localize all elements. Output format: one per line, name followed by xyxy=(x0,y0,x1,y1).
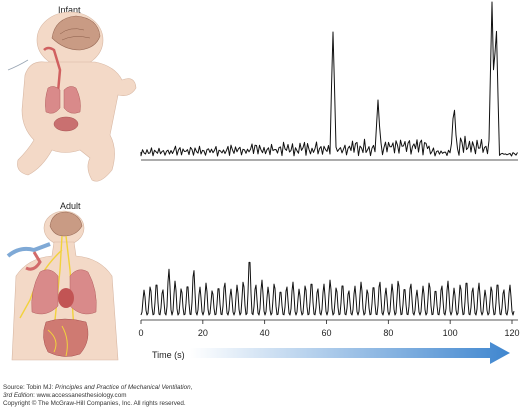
source-suffix: , xyxy=(190,384,193,391)
time-arrow xyxy=(190,342,510,364)
infant-label: Infant xyxy=(58,5,81,15)
time-tick-label: 40 xyxy=(260,328,270,338)
source-prefix: Source: Tobin MJ: xyxy=(3,384,56,391)
time-tick-label: 100 xyxy=(443,328,458,338)
copyright-notice: Copyright © The McGraw-Hill Companies, I… xyxy=(3,400,186,407)
time-tick-label: 60 xyxy=(321,328,331,338)
time-tick-label: 20 xyxy=(198,328,208,338)
source-edition-line: 3rd Edition: www.accessanesthesiology.co… xyxy=(3,392,126,400)
time-tick-label: 80 xyxy=(383,328,393,338)
source-url: : www.accessanesthesiology.com xyxy=(33,392,127,399)
source-citation: Source: Tobin MJ: Principles and Practic… xyxy=(3,384,192,392)
adult-label: Adult xyxy=(60,201,81,211)
source-edition: 3rd Edition xyxy=(3,392,34,399)
adult-breathing-trace xyxy=(140,261,515,316)
time-tick-label: 120 xyxy=(504,328,519,338)
time-axis-ticks: 0 20 40 60 80 100 120 xyxy=(138,320,520,338)
time-tick-label: 0 xyxy=(138,328,143,338)
infant-breathing-trace xyxy=(140,1,518,157)
time-axis-title: Time (s) xyxy=(152,350,185,360)
source-book-title: Principles and Practice of Mechanical Ve… xyxy=(55,384,191,391)
